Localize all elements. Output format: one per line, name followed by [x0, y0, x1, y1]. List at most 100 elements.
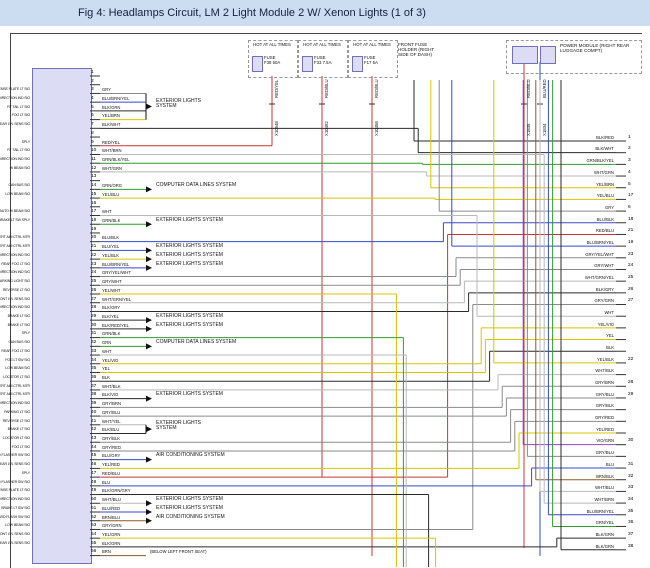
fuse-holder-note: FRONT FUSE HOLDER (RIGHT SIDE OF DASH)	[398, 42, 435, 58]
pin-number: 31	[91, 331, 97, 337]
system-label: AIR CONDITIONING SYSTEM	[156, 513, 225, 520]
pin-number: 25	[628, 274, 634, 280]
pin-number: 21	[91, 244, 97, 250]
wire-color-label: BLU/GRY	[102, 453, 121, 459]
signal-label: HI BEAM SIG	[9, 165, 30, 170]
pin-number: 18	[628, 216, 634, 222]
wire-color-label: YEL	[606, 333, 614, 339]
arrow-icon	[146, 456, 152, 463]
signal-label: SPLY	[21, 331, 30, 336]
wire-color-label: GRY/WHT	[594, 263, 614, 269]
wire-color-label: GRY/BLU	[595, 391, 614, 397]
signal-label: REAR LVL SENS SIG	[0, 462, 30, 467]
wire-color-label: GRY/BLU	[102, 409, 121, 415]
pin-number: 34	[91, 357, 97, 363]
pin-number: 26	[91, 287, 97, 293]
pin-number: 49	[91, 488, 97, 494]
wire-color-label: BLK/VIO	[102, 392, 119, 398]
pin-number: 12	[91, 165, 97, 171]
wire-color-label: WHT/YEL	[102, 418, 121, 424]
arrow-icon	[146, 395, 152, 402]
system-label: AIR CONDITIONING SYSTEM	[156, 452, 225, 459]
riser-wire-label: RED/BLU	[324, 79, 329, 98]
arrow-icon	[146, 517, 152, 524]
wire-color-label: BLK/GRN	[102, 540, 121, 546]
wire-color-label: GRY/BLU	[595, 450, 614, 456]
pin-number: 24	[91, 270, 97, 276]
fuse-hot-box	[348, 40, 398, 78]
signal-label: LT DIRECTION IND SIG	[0, 252, 30, 257]
pin-number: 19	[91, 226, 97, 232]
wire-color-label: GRN/BLK	[102, 331, 121, 337]
pin-number: 24	[628, 263, 634, 269]
wire-color-label: WHT/BLK	[595, 368, 614, 374]
riser-connector-code: X10492	[324, 121, 329, 136]
signal-label: DIRECTION IND SIG	[0, 305, 30, 310]
wire-color-label: BLK	[102, 375, 110, 380]
wire-color-label: GRY/RED	[594, 415, 614, 421]
pin-number: 33	[91, 348, 97, 354]
signal-label: LOW BEAM SIG	[5, 191, 30, 196]
riser-connector-code: X1835	[526, 123, 531, 136]
riser-connector-code: X10458	[374, 121, 379, 136]
pin-number: 22	[628, 356, 634, 362]
wire-color-label: GRY/WHT	[102, 279, 122, 285]
pin-number: 29	[91, 313, 97, 319]
wire-color-label: GRY/RED	[102, 444, 122, 450]
fuse-hot-box	[298, 40, 348, 78]
pin-number: 30	[91, 322, 97, 328]
wire-color-label: GRY/BLK	[595, 403, 614, 409]
signal-label: BRAKE LT SIG	[7, 427, 31, 432]
pin-number: 21	[628, 228, 634, 234]
signal-label: SPLY	[21, 470, 30, 475]
fuse-hot-box	[248, 40, 298, 78]
wire-color-label: BLU/RED	[102, 505, 121, 511]
signal-label: FOG LT SIG	[11, 113, 30, 118]
signal-label: PARKING LIGHT SIG	[0, 279, 30, 284]
pin-number: 1	[628, 134, 631, 140]
wire-color-label: BLK/RED/YEL	[102, 322, 129, 328]
signal-label: LED FLASHER SW SIG	[0, 453, 30, 458]
wire-color-label: YEL/VIO	[597, 321, 614, 327]
signal-label: REAR LVL SENS SIG	[0, 540, 30, 545]
wire-color-label: BLU/BLK	[102, 235, 120, 241]
wire-color-label: WHT/GRN/YEL	[102, 296, 132, 302]
wire-color-label: BLU/YEL	[102, 244, 120, 250]
system-label: EXTERIOR LIGHTS SYSTEM	[156, 217, 223, 224]
system-label: EXTERIOR LIGHTS SYSTEM	[156, 97, 202, 109]
signal-label: FRONT LVL SENS SIG	[0, 531, 30, 536]
pin-number: 11	[91, 157, 96, 162]
wire-color-label: GRY	[102, 87, 111, 93]
signal-label: REVERSE LT SIG	[2, 418, 30, 423]
arrow-icon	[146, 103, 152, 110]
signal-label: LT DIRECTION IND SIG	[0, 95, 30, 100]
signal-label: LICENSE PLATE LT SIG	[0, 488, 30, 493]
wire-color-label: BLK/GRN	[102, 104, 121, 110]
system-label: EXTERIOR LIGHTS SYSTEM	[156, 496, 223, 503]
wire-color-label: YEL/BLK	[597, 356, 614, 362]
hot-at-all-times-label: HOT AT ALL TIMES	[353, 42, 391, 47]
pin-number: 51	[91, 505, 97, 511]
wire-color-label: YEL/BLK	[102, 252, 119, 258]
wire-color-label: RED/BLU	[595, 228, 614, 234]
wire-color-label: BLK/RED	[596, 134, 614, 140]
wire-color-label: YEL/BLU	[102, 191, 120, 197]
wire-color-label: GRN/ORG	[102, 183, 123, 189]
pin-number: 50	[91, 497, 97, 503]
wire-color-label: GRY/GRN	[594, 298, 614, 304]
pin-number: 6	[628, 204, 631, 210]
wire-color-label: BRN	[102, 549, 111, 555]
pin-number: 36	[91, 375, 97, 380]
signal-label: LOCATOR LT SIG	[3, 375, 30, 379]
pin-number: 35	[91, 366, 97, 372]
pin-number: 55	[91, 540, 97, 546]
signal-label: VERT AIM CTRL MTR	[0, 235, 30, 240]
wire-color-label: WHT/GRN	[102, 165, 123, 171]
pin-number: 30	[628, 438, 634, 444]
wire-color-label: YEL/BLU	[596, 193, 614, 199]
system-label: EXTERIOR LIGHTS SYSTEM	[156, 504, 223, 511]
pin-number: 31	[628, 461, 634, 467]
system-label: EXTERIOR LIGHTS SYSTEM	[156, 251, 223, 258]
